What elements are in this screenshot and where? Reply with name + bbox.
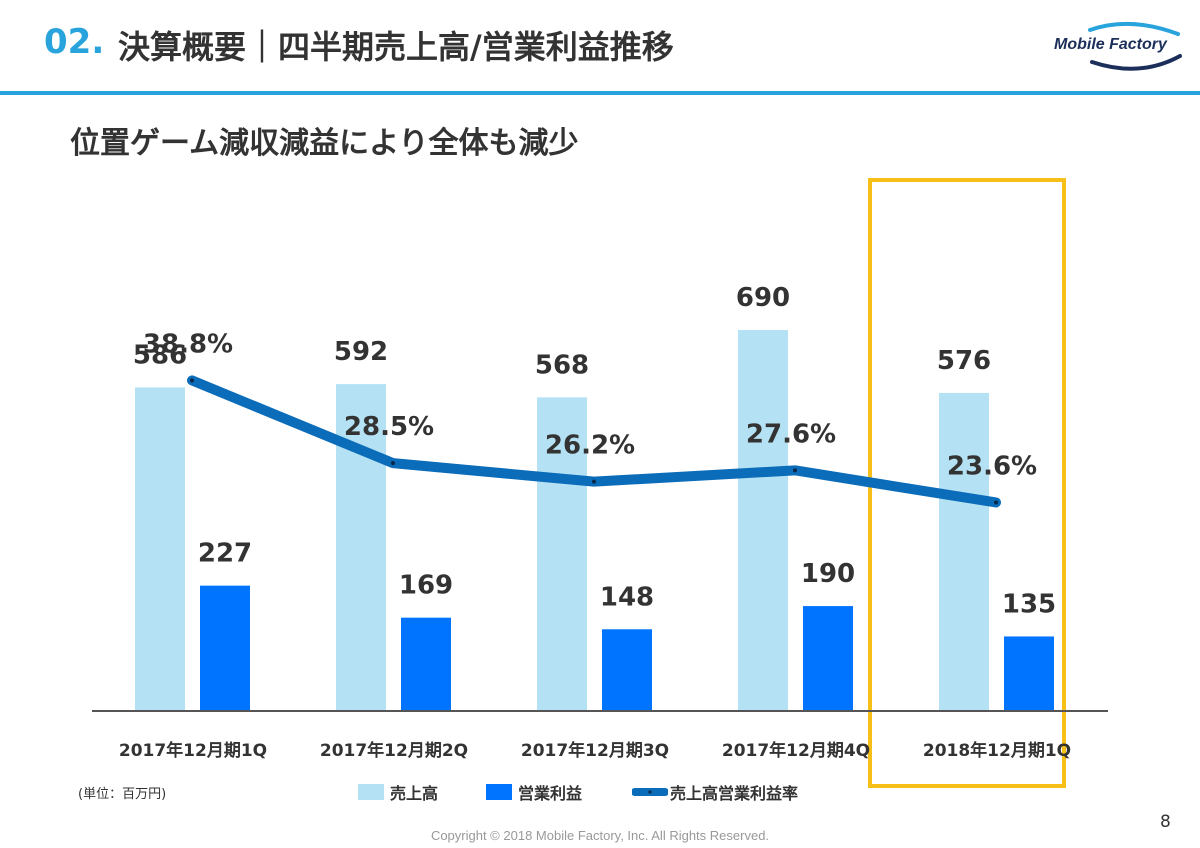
data-label-margin-4: 27.6%: [746, 419, 836, 449]
x-tick-label-4: 2017年12月期4Q: [722, 740, 870, 761]
bar-operating-profit-4: [803, 606, 853, 711]
legend-label-sales: 売上高: [390, 784, 439, 803]
data-label-operating-profit-5: 135: [1002, 589, 1056, 619]
bar-operating-profit-3: [602, 629, 652, 711]
data-label-sales-4: 690: [736, 283, 790, 313]
sales-profit-chart: 586 227 2017年12月期1Q 592 169 2017年12月期2Q 568 148…: [92, 178, 1108, 788]
bar-sales-3: [537, 397, 587, 711]
data-label-margin-2: 28.5%: [344, 412, 434, 442]
legend-label-margin: 売上高営業利益率: [670, 784, 799, 803]
section-number: 02.: [44, 22, 105, 62]
subtitle: 位置ゲーム減収減益により全体も減少: [70, 126, 579, 161]
data-label-sales-2: 592: [334, 337, 388, 367]
logo-swoosh-icon: [1088, 21, 1182, 71]
page-title: 決算概要｜四半期売上高/営業利益推移: [118, 28, 674, 66]
data-label-operating-profit-3: 148: [600, 582, 654, 612]
bar-sales-1: [135, 387, 185, 711]
x-tick-label-3: 2017年12月期3Q: [521, 740, 669, 761]
data-label-margin-3: 26.2%: [545, 431, 635, 461]
bar-sales-4: [738, 329, 788, 711]
legend-swatch-sales: [358, 784, 384, 800]
unit-note: (単位：百万円): [78, 787, 167, 802]
x-tick-label-5: 2018年12月期1Q: [923, 740, 1071, 761]
legend-label-operating-profit: 営業利益: [518, 784, 583, 803]
bar-operating-profit-1: [200, 585, 250, 711]
data-label-sales-1: 586: [133, 340, 187, 370]
bar-operating-profit-2: [401, 617, 451, 711]
data-label-operating-profit-4: 190: [801, 559, 855, 589]
x-tick-label-1: 2017年12月期1Q: [119, 740, 267, 761]
legend-swatch-operating-profit: [486, 784, 512, 800]
margin-point-3: [592, 479, 596, 484]
margin-point-1: [190, 378, 194, 383]
legend-swatch-margin: [632, 788, 668, 796]
x-tick-label-2: 2017年12月期2Q: [320, 740, 468, 761]
data-label-sales-5: 576: [937, 346, 991, 376]
data-label-sales-3: 568: [535, 350, 589, 380]
header: 02. 決算概要｜四半期売上高/営業利益推移 Mobile Factory: [0, 0, 1200, 95]
legend-item-margin: 売上高営業利益率: [632, 780, 798, 804]
data-label-margin-1: 38.8%: [143, 329, 233, 359]
bar-operating-profit-5: [1004, 636, 1054, 711]
header-rule: [0, 91, 1200, 95]
logo-text: Mobile Factory: [1054, 36, 1167, 53]
company-logo: Mobile Factory: [1050, 20, 1190, 72]
data-label-operating-profit-1: 227: [198, 539, 252, 569]
page-number: 8: [1160, 812, 1171, 832]
legend-item-sales: 売上高: [358, 780, 438, 804]
margin-point-4: [793, 468, 797, 473]
margin-point-5: [994, 500, 998, 505]
copyright: Copyright © 2018 Mobile Factory, Inc. Al…: [430, 828, 770, 843]
data-label-operating-profit-2: 169: [399, 571, 453, 601]
legend-item-operating-profit: 営業利益: [486, 780, 582, 804]
data-label-margin-5: 23.6%: [947, 451, 1037, 481]
bar-sales-5: [939, 392, 989, 711]
margin-point-2: [391, 461, 395, 466]
